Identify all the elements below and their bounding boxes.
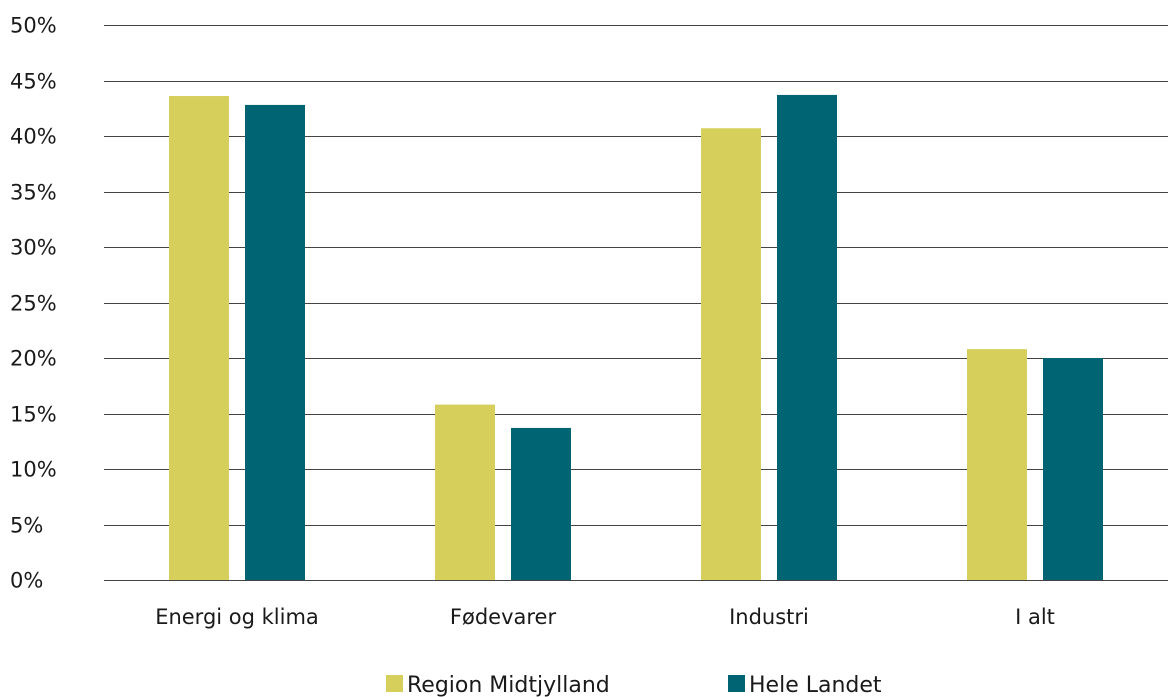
legend-label: Region Midtjylland: [407, 673, 610, 697]
bars: [169, 95, 1103, 580]
legend-swatch: [728, 675, 745, 692]
y-tick-label: 15%: [10, 403, 57, 427]
category-label: Energi og klima: [155, 605, 319, 629]
bar: [1043, 358, 1103, 580]
bar: [435, 405, 495, 580]
y-tick-label: 5%: [10, 514, 43, 538]
bar: [777, 95, 837, 580]
y-axis-tick-labels: 0% 5% 10% 15% 20% 25% 30% 35% 40% 45% 50%: [10, 14, 57, 593]
legend: Region Midtjylland Hele Landet: [386, 673, 882, 697]
bar: [701, 128, 761, 580]
y-tick-label: 25%: [10, 292, 57, 316]
category-label: I alt: [1015, 605, 1055, 629]
category-label: Fødevarer: [450, 605, 557, 629]
bar: [169, 96, 229, 580]
y-tick-label: 45%: [10, 70, 57, 94]
x-axis-category-labels: Energi og klima Fødevarer Industri I alt: [155, 605, 1055, 629]
bar: [511, 428, 571, 580]
bar: [967, 349, 1027, 580]
y-tick-label: 20%: [10, 347, 57, 371]
y-tick-label: 10%: [10, 458, 57, 482]
y-tick-label: 40%: [10, 125, 57, 149]
legend-label: Hele Landet: [749, 673, 882, 697]
bar: [245, 105, 305, 580]
y-tick-label: 30%: [10, 236, 57, 260]
y-tick-label: 0%: [10, 569, 43, 593]
category-label: Industri: [729, 605, 809, 629]
y-tick-label: 35%: [10, 181, 57, 205]
legend-swatch: [386, 675, 403, 692]
y-tick-label: 50%: [10, 14, 57, 38]
